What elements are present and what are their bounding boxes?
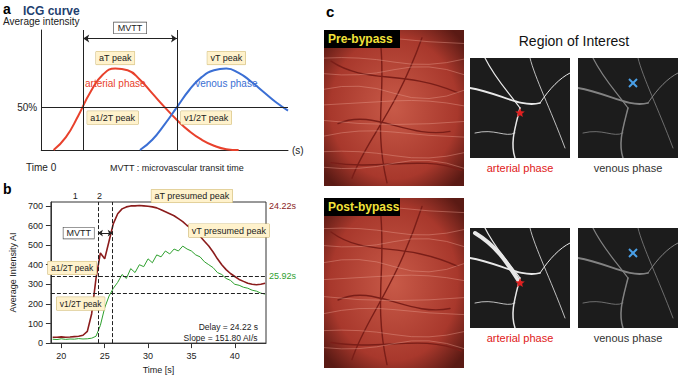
svg-text:Time [s]: Time [s]: [143, 365, 175, 375]
svg-text:50%: 50%: [17, 102, 37, 113]
svg-text:MVTT: MVTT: [66, 228, 91, 238]
svg-text:Region of Interest: Region of Interest: [519, 33, 630, 49]
svg-text:Average intensity: Average intensity: [3, 15, 80, 27]
svg-text:500: 500: [28, 240, 43, 250]
svg-text:Average Intensity AI: Average Intensity AI: [8, 233, 18, 313]
svg-text:MVTT : microvascular transit t: MVTT : microvascular transit time: [110, 163, 244, 173]
svg-text:30: 30: [143, 351, 153, 361]
svg-text:aT peak: aT peak: [99, 53, 132, 63]
svg-text:a1/2T peak: a1/2T peak: [90, 113, 135, 123]
svg-text:200: 200: [28, 299, 43, 309]
svg-text:2: 2: [97, 191, 102, 201]
svg-text:venous phase: venous phase: [594, 332, 663, 344]
svg-text:arterial phase: arterial phase: [85, 78, 146, 89]
svg-text:Post-bypass: Post-bypass: [328, 200, 400, 214]
svg-text:venous phase: venous phase: [195, 78, 258, 89]
svg-text:c: c: [326, 3, 334, 20]
svg-text:venous phase: venous phase: [594, 162, 663, 174]
svg-text:v1/2T peak: v1/2T peak: [184, 113, 229, 123]
svg-text:b: b: [3, 181, 12, 197]
svg-text:300: 300: [28, 279, 43, 289]
svg-text:35: 35: [186, 351, 196, 361]
svg-text:arterial phase: arterial phase: [487, 162, 554, 174]
svg-text:Time 0: Time 0: [26, 162, 57, 173]
svg-text:vT peak: vT peak: [210, 53, 242, 63]
svg-text:Slope = 151.80 AI/s: Slope = 151.80 AI/s: [184, 333, 258, 343]
svg-text:0: 0: [38, 338, 43, 348]
svg-text:25: 25: [100, 351, 110, 361]
svg-text:1: 1: [73, 191, 78, 201]
svg-text:24.22s: 24.22s: [269, 201, 297, 211]
svg-text:aT presumed peak: aT presumed peak: [154, 191, 229, 201]
svg-text:a: a: [3, 1, 11, 17]
svg-text:MVTT: MVTT: [118, 23, 143, 33]
svg-text:v1/2T peak: v1/2T peak: [60, 299, 103, 309]
svg-text:ICG curve: ICG curve: [23, 4, 80, 18]
svg-text:(s): (s): [292, 145, 304, 156]
svg-text:vT presumed peak: vT presumed peak: [192, 226, 267, 236]
svg-text:25.92s: 25.92s: [269, 271, 297, 281]
svg-text:arterial phase: arterial phase: [487, 332, 554, 344]
svg-text:a1/2T peak: a1/2T peak: [51, 263, 94, 273]
svg-text:400: 400: [28, 260, 43, 270]
svg-text:Pre-bypass: Pre-bypass: [328, 32, 393, 46]
svg-text:20: 20: [56, 351, 66, 361]
svg-text:600: 600: [28, 221, 43, 231]
svg-text:700: 700: [28, 201, 43, 211]
svg-text:Delay = 24.22 s: Delay = 24.22 s: [199, 322, 258, 332]
svg-text:100: 100: [28, 319, 43, 329]
svg-text:40: 40: [230, 351, 240, 361]
